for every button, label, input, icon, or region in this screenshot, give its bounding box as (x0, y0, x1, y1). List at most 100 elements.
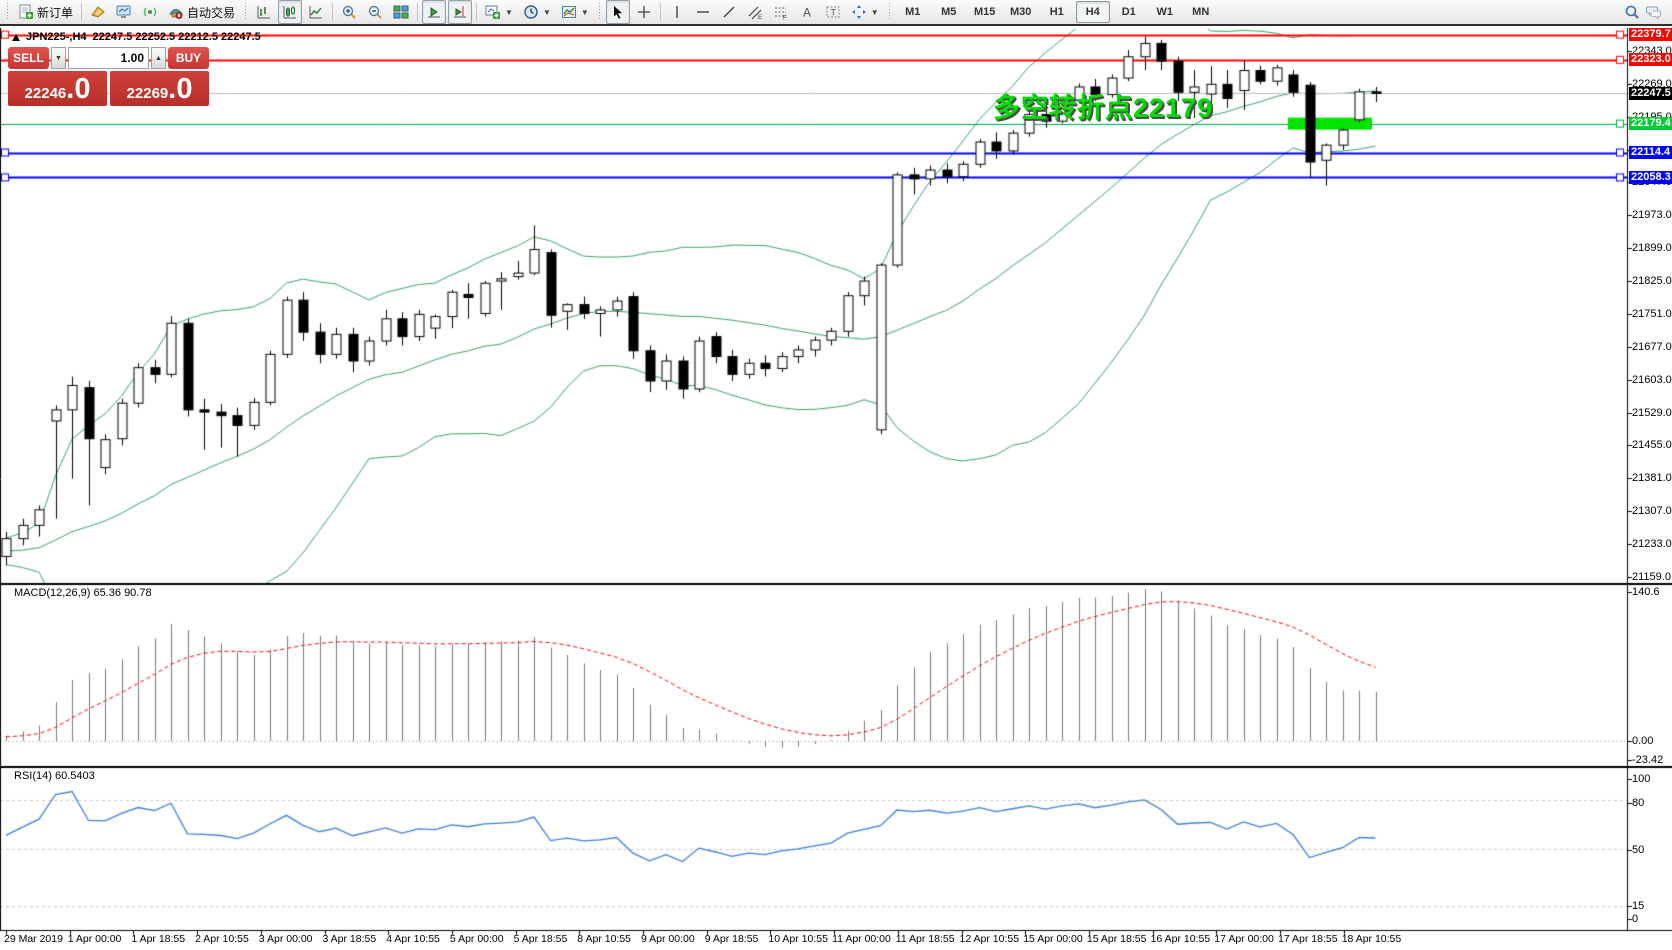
market-watch-icon (116, 4, 132, 20)
auto-scroll-button[interactable] (422, 0, 447, 24)
timeframe-button-h4[interactable]: H4 (1075, 1, 1110, 23)
zoom-in-icon (341, 4, 357, 20)
chevron-down-icon: ▼ (542, 7, 551, 17)
volume-decrease-button[interactable]: ▼ (51, 47, 66, 69)
time-tick-label: 1 Apr 00:00 (67, 933, 122, 945)
zoom-out-icon (367, 4, 383, 20)
time-tick-label: 2 Apr 10:55 (195, 933, 249, 945)
tile-windows-button[interactable] (389, 0, 413, 24)
time-tick-label: 3 Apr 00:00 (258, 933, 313, 945)
auto-scroll-icon (426, 4, 442, 20)
chart-bars-button[interactable] (252, 0, 276, 24)
price-tick-label: 21677.0 (1632, 340, 1672, 353)
timeframe-button-m5[interactable]: M5 (941, 6, 957, 18)
buy-price-box[interactable]: 22269.0 (110, 71, 209, 106)
volume-increase-button[interactable]: ▲ (151, 47, 166, 69)
timeframe-toolbar: M1 M5 M15 M30 H1 H4 D1 W1 MN (895, 1, 1219, 23)
price-tick-label: 21233.0 (1632, 538, 1672, 550)
zoom-out-button[interactable] (363, 0, 387, 24)
time-tick-label: 5 Apr 18:55 (513, 933, 568, 945)
periods-button[interactable]: ▼ (519, 0, 555, 24)
sell-price-box[interactable]: 22246.0 (8, 71, 107, 106)
signals-button[interactable] (138, 0, 162, 24)
crosshair-button[interactable] (632, 0, 656, 24)
chevron-down-icon: ▼ (505, 7, 513, 17)
chat-icon[interactable] (1646, 4, 1662, 20)
time-tick-label: 11 Apr 18:55 (895, 933, 955, 945)
chart-text-annotation[interactable]: 多空转折点22179 (993, 93, 1214, 123)
channel-button[interactable]: E (743, 0, 767, 24)
templates-button[interactable]: ▼ (557, 0, 593, 24)
timeframe-button-m30[interactable]: M30 (1010, 6, 1032, 18)
clock-icon (523, 4, 539, 20)
trendline-icon (721, 4, 737, 20)
price-tick-label: 21307.0 (1632, 505, 1672, 518)
toolbar-drag-handle[interactable] (5, 3, 10, 21)
chart-line-button[interactable] (304, 0, 328, 24)
one-click-collapse-arrow[interactable] (12, 33, 20, 41)
text-button[interactable]: A (795, 0, 819, 24)
new-order-icon (18, 4, 34, 20)
market-watch-button[interactable] (112, 0, 136, 24)
time-tick-label: 9 Apr 18:55 (704, 933, 759, 945)
text-label-button[interactable]: T (821, 0, 845, 24)
time-tick-label: 12 Apr 10:55 (959, 933, 1020, 945)
time-tick-label: 29 Mar 2019 (4, 933, 63, 945)
timeframe-button-h1[interactable]: H1 (1049, 6, 1064, 18)
volume-input[interactable]: 1.00 (68, 47, 149, 69)
svg-text:A: A (803, 6, 811, 20)
price-level-badge: 22379.7 (1629, 28, 1672, 42)
horizontal-line-icon (695, 4, 711, 20)
zoom-in-button[interactable] (337, 0, 361, 24)
toolbar-separator (417, 3, 419, 21)
toolbar-drag-handle[interactable] (886, 3, 892, 21)
time-tick-label: 8 Apr 10:55 (577, 933, 632, 945)
toolbar-drag-handle[interactable] (243, 3, 249, 21)
time-tick-label: 4 Apr 10:55 (386, 933, 440, 945)
chart-shift-icon (452, 4, 468, 20)
trendline-button[interactable] (717, 0, 741, 24)
buy-button[interactable]: BUY (168, 47, 209, 69)
fibonacci-button[interactable]: F (769, 0, 793, 24)
timeframe-button-d1[interactable]: D1 (1121, 6, 1136, 18)
new-order-button[interactable]: 新订单 (14, 0, 77, 24)
new-chart-button[interactable]: ▼ (481, 0, 517, 24)
timeframe-button-m15[interactable]: M15 (974, 6, 996, 18)
price-tick-label: 22269.0 (1632, 77, 1672, 90)
metaeditor-button[interactable] (86, 0, 110, 24)
time-tick-label: 16 Apr 10:55 (1150, 933, 1211, 945)
tile-windows-icon (393, 4, 409, 20)
chart-canvas[interactable] (0, 28, 1672, 950)
toolbar-separator (332, 3, 334, 21)
new-chart-icon (485, 4, 501, 20)
timeframe-button-mn[interactable]: MN (1192, 6, 1210, 18)
sell-button[interactable]: SELL (8, 47, 49, 69)
metaeditor-icon (90, 4, 106, 20)
price-tick-label: 21751.0 (1632, 307, 1672, 320)
svg-text:T: T (830, 8, 836, 18)
price-level-badge: 22179.4 (1629, 117, 1672, 131)
vertical-line-button[interactable] (665, 0, 689, 24)
timeframe-button-m1[interactable]: M1 (905, 6, 921, 18)
price-level-badge: 22247.5 (1629, 86, 1672, 100)
toolbar-separator (659, 3, 661, 21)
search-icon[interactable] (1624, 4, 1640, 20)
horizontal-line-button[interactable] (691, 0, 715, 24)
chart-candles-button[interactable] (278, 0, 303, 24)
chart-template-icon (561, 4, 577, 20)
arrows-button[interactable]: ▼ (847, 0, 883, 24)
crosshair-icon (636, 4, 652, 20)
cursor-button[interactable] (605, 0, 630, 24)
chevron-down-icon: ▼ (870, 7, 879, 17)
indicator-tick-label: 15 (1632, 900, 1645, 912)
indicator-tick-label: 0 (1632, 913, 1639, 925)
chart-shift-button[interactable] (448, 0, 473, 24)
toolbar-drag-handle[interactable] (596, 3, 602, 21)
timeframe-button-w1[interactable]: W1 (1156, 6, 1173, 18)
time-tick-label: 3 Apr 18:55 (322, 933, 377, 945)
time-tick-label: 5 Apr 00:00 (449, 933, 504, 945)
indicator-tick-label: 140.6 (1632, 586, 1660, 598)
autotrading-button[interactable]: 自动交易 (164, 0, 239, 24)
price-tick-label: 21899.0 (1632, 242, 1672, 255)
price-tick-label: 21825.0 (1632, 275, 1672, 288)
